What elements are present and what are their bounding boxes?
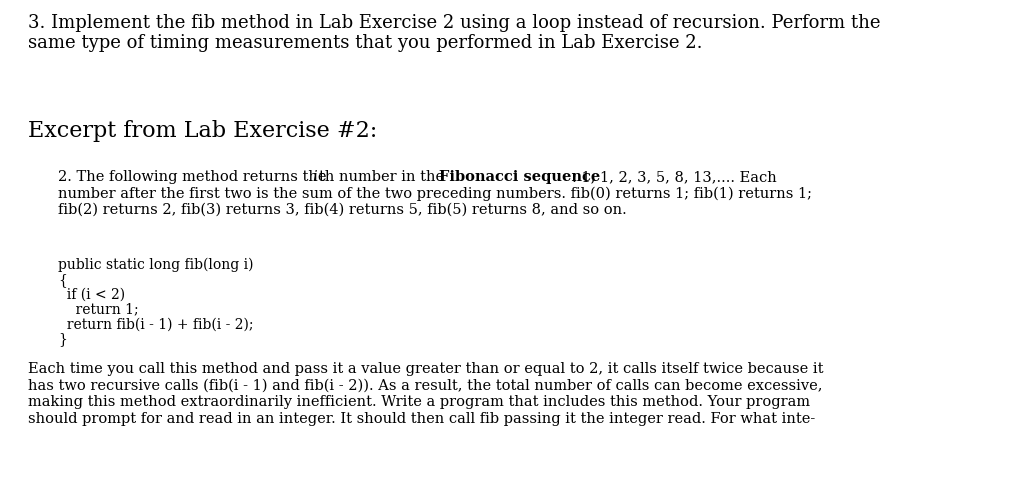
Text: has two recursive calls (fib(i - 1) and fib(i - 2)). As a result, the total numb: has two recursive calls (fib(i - 1) and … (28, 378, 822, 392)
Text: if (i < 2): if (i < 2) (58, 287, 125, 301)
Text: Excerpt from Lab Exercise #2:: Excerpt from Lab Exercise #2: (28, 120, 377, 142)
Text: public static long fib(long i): public static long fib(long i) (58, 257, 254, 272)
Text: same type of timing measurements that you performed in Lab Exercise 2.: same type of timing measurements that yo… (28, 34, 702, 52)
Text: {: { (58, 272, 67, 286)
Text: making this method extraordinarily inefficient. Write a program that includes th: making this method extraordinarily ineff… (28, 394, 810, 408)
Text: th number in the: th number in the (319, 170, 449, 183)
Text: return 1;: return 1; (58, 302, 138, 316)
Text: 3. Implement the fib method in Lab Exercise 2 using a loop instead of recursion.: 3. Implement the fib method in Lab Exerc… (28, 14, 881, 32)
Text: should prompt for and read in an integer. It should then call fib passing it the: should prompt for and read in an integer… (28, 410, 815, 424)
Text: Fibonacci sequence: Fibonacci sequence (439, 170, 600, 183)
Text: fib(2) returns 2, fib(3) returns 3, fib(4) returns 5, fib(5) returns 8, and so o: fib(2) returns 2, fib(3) returns 3, fib(… (58, 203, 627, 216)
Text: number after the first two is the sum of the two preceding numbers. fib(0) retur: number after the first two is the sum of… (58, 186, 812, 200)
Text: Each time you call this method and pass it a value greater than or equal to 2, i: Each time you call this method and pass … (28, 361, 823, 375)
Text: i: i (312, 170, 317, 183)
Text: return fib(i - 1) + fib(i - 2);: return fib(i - 1) + fib(i - 2); (58, 317, 254, 331)
Text: }: } (58, 332, 67, 345)
Text: 2. The following method returns the: 2. The following method returns the (58, 170, 331, 183)
Text: : 1, 1, 2, 3, 5, 8, 13,.... Each: : 1, 1, 2, 3, 5, 8, 13,.... Each (571, 170, 776, 183)
